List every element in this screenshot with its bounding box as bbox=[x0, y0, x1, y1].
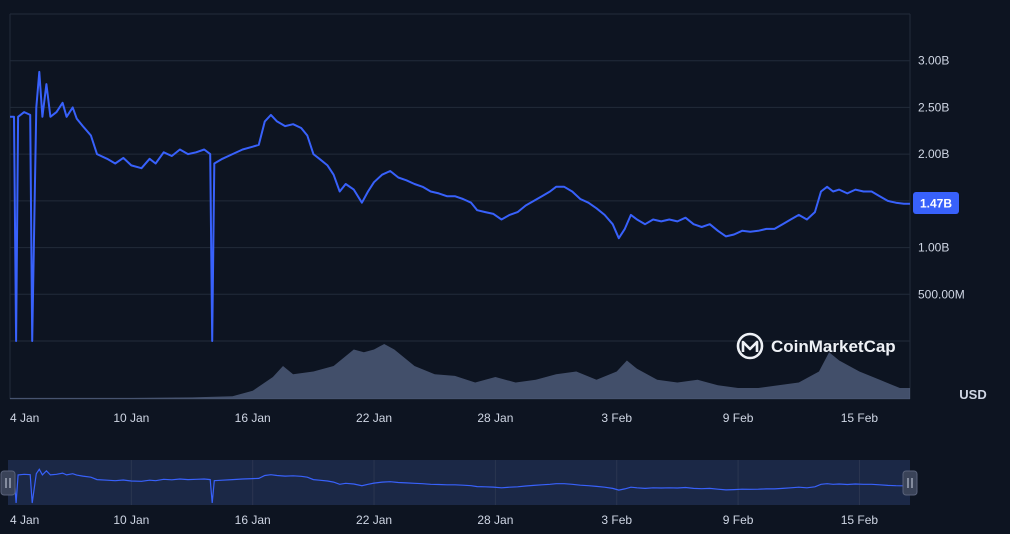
x-tick-label: 3 Feb bbox=[601, 411, 632, 425]
navigator-x-tick-label: 9 Feb bbox=[723, 513, 754, 527]
x-tick-label: 10 Jan bbox=[113, 411, 149, 425]
x-tick-label: 28 Jan bbox=[477, 411, 513, 425]
drag-handle-icon bbox=[907, 478, 913, 488]
y-tick-label: 2.00B bbox=[918, 147, 949, 161]
currency-unit-label: USD bbox=[959, 387, 986, 402]
y-tick-label: 1.00B bbox=[918, 241, 949, 255]
price-line bbox=[10, 70, 910, 342]
y-tick-label: 2.50B bbox=[918, 100, 949, 114]
volume-area-shape bbox=[10, 344, 910, 399]
x-tick-label: 4 Jan bbox=[10, 411, 39, 425]
range-navigator[interactable] bbox=[0, 460, 918, 505]
navigator-x-tick-label: 15 Feb bbox=[841, 513, 879, 527]
navigator-line bbox=[10, 468, 910, 504]
x-tick-label: 16 Jan bbox=[235, 411, 271, 425]
x-tick-label: 15 Feb bbox=[841, 411, 879, 425]
y-tick-label: 500.00M bbox=[918, 287, 965, 301]
coinmarketcap-brand-text: CoinMarketCap bbox=[771, 337, 896, 356]
navigator-price-line bbox=[10, 468, 910, 504]
coinmarketcap-logo-icon bbox=[736, 332, 764, 360]
volume-area bbox=[10, 344, 910, 399]
navigator-grid bbox=[130, 460, 860, 505]
price-line-series bbox=[10, 70, 910, 342]
current-value-badge-background bbox=[913, 192, 959, 214]
navigator-x-axis-ticks: 4 Jan 10 Jan 16 Jan 22 Jan 28 Jan 3 Feb 9 Feb 1… bbox=[10, 513, 878, 527]
current-value-badge-label: 1.47B bbox=[920, 197, 952, 211]
navigator-x-tick-label: 3 Feb bbox=[601, 513, 632, 527]
navigator-x-tick-label: 22 Jan bbox=[356, 513, 392, 527]
navigator-x-tick-label: 4 Jan bbox=[10, 513, 39, 527]
x-tick-label: 22 Jan bbox=[356, 411, 392, 425]
navigator-x-tick-label: 16 Jan bbox=[235, 513, 271, 527]
y-tick-label: 3.00B bbox=[918, 54, 949, 68]
navigator-x-tick-label: 10 Jan bbox=[113, 513, 149, 527]
navigator-window[interactable] bbox=[8, 460, 910, 505]
drag-handle-icon bbox=[5, 478, 11, 488]
navigator-left-handle[interactable] bbox=[0, 470, 16, 496]
x-tick-label: 9 Feb bbox=[723, 411, 754, 425]
current-value-badge: 1.47B bbox=[913, 192, 959, 214]
navigator-right-handle[interactable] bbox=[902, 470, 918, 496]
navigator-x-tick-label: 28 Jan bbox=[477, 513, 513, 527]
coinmarketcap-watermark: CoinMarketCap bbox=[736, 332, 896, 360]
x-axis-ticks: 4 Jan 10 Jan 16 Jan 22 Jan 28 Jan 3 Feb 9 Feb 1… bbox=[10, 411, 878, 425]
